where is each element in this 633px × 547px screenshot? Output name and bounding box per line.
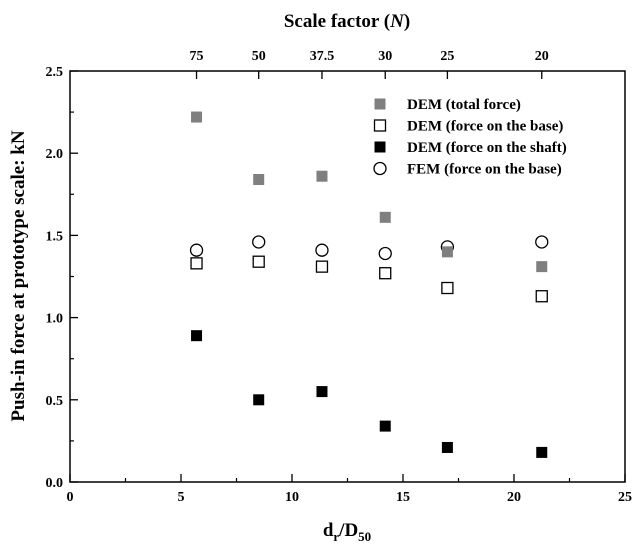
- legend-marker: [374, 141, 386, 153]
- x-axis-title: dr/D50: [323, 520, 371, 544]
- top-axis-tick-label: 75: [190, 49, 204, 64]
- y-axis-title: Push-in force at prototype scale: kN: [8, 130, 29, 421]
- x-tick-label: 15: [396, 490, 410, 505]
- top-axis-tick-label: 37.5: [310, 49, 335, 64]
- legend-marker: [373, 161, 387, 176]
- legend-label: FEM (force on the base): [407, 162, 562, 178]
- data-point: [535, 235, 549, 249]
- y-tick-label: 1.5: [46, 229, 64, 244]
- data-point: [536, 261, 548, 273]
- legend: DEM (total force) DEM (force on the base)…: [373, 97, 567, 178]
- x-axis-title-sub-50: 50: [358, 529, 371, 544]
- y-tick-label: 2.5: [46, 65, 64, 80]
- data-point: [315, 243, 329, 257]
- legend-label: DEM (total force): [407, 97, 521, 113]
- top-axis-tick-label: 30: [378, 49, 392, 64]
- legend-marker: [373, 119, 387, 132]
- data-point: [315, 260, 329, 273]
- x-axis-title-slash: /D: [338, 520, 358, 541]
- legend-label: DEM (force on the shaft): [407, 140, 567, 156]
- data-point: [379, 211, 391, 223]
- y-tick-label: 0.5: [46, 394, 64, 409]
- data-point: [316, 386, 328, 398]
- top-axis-title-var: N: [389, 11, 405, 32]
- legend-marker: [374, 98, 386, 110]
- top-axis-title-end: ): [404, 11, 410, 32]
- x-tick-label: 5: [178, 490, 185, 505]
- tick-group: 0 5 10 15 20 25 0.0 0.5 1.0 1.5 2.0 2.5 75 50 37.5 30 25…: [46, 49, 633, 505]
- x-axis-title-d: d: [323, 520, 334, 541]
- x-tick-label: 20: [507, 490, 521, 505]
- x-tick-label: 0: [67, 490, 74, 505]
- x-tick-label: 25: [618, 490, 632, 505]
- data-point: [536, 446, 548, 458]
- y-tick-label: 1.0: [46, 312, 64, 327]
- data-point: [189, 243, 204, 257]
- data-point: [253, 394, 265, 406]
- data-point: [441, 441, 453, 453]
- data-point: [252, 235, 266, 249]
- top-axis-tick-label: 25: [440, 49, 454, 64]
- data-point: [191, 330, 203, 342]
- x-axis-title-sub-r: r: [333, 529, 339, 544]
- data-point: [190, 257, 203, 270]
- x-tick-label: 10: [285, 490, 299, 505]
- data-point: [535, 290, 548, 303]
- data-point: [378, 246, 392, 261]
- data-marks: [189, 111, 549, 458]
- data-point: [441, 246, 453, 258]
- y-tick-label: 0.0: [46, 476, 64, 491]
- top-axis-tick-label: 50: [252, 49, 266, 64]
- data-point: [379, 267, 392, 280]
- top-axis-title: Scale factor (N): [284, 11, 410, 32]
- top-axis-title-main: Scale factor (: [284, 11, 390, 32]
- data-point: [441, 281, 454, 295]
- legend-label: DEM (force on the base): [407, 119, 563, 135]
- data-point: [316, 170, 328, 182]
- top-axis-tick-label: 20: [535, 49, 549, 64]
- data-point: [252, 255, 265, 268]
- y-tick-label: 2.0: [46, 147, 64, 162]
- data-point: [253, 174, 265, 186]
- data-point: [379, 420, 391, 432]
- data-point: [191, 111, 203, 123]
